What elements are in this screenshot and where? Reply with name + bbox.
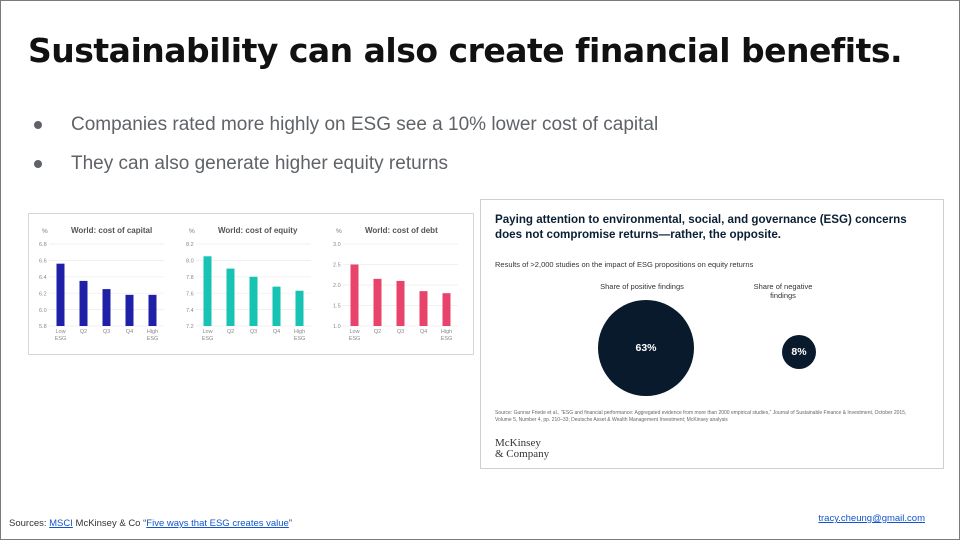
slide-title: Sustainability can also create financial… [28, 31, 903, 70]
y-tick-label: 3.0 [333, 242, 341, 248]
y-tick-label: 6.2 [39, 291, 47, 297]
bar [396, 280, 405, 326]
y-tick-label: 1.5 [333, 304, 341, 310]
x-tick-label: Q2 [227, 329, 234, 335]
y-tick-label: 7.8 [186, 275, 194, 281]
x-tick-label: Q3 [250, 329, 257, 335]
sources-footer: Sources: MSCI McKinsey & Co “Five ways t… [9, 518, 292, 529]
y-tick-label: 2.5 [333, 263, 341, 269]
positive-findings-label: Share of positive findings [600, 282, 684, 291]
x-tick-label: Q4 [420, 329, 427, 335]
x-tick-label: ESG [349, 336, 361, 342]
x-tick-label: ESG [55, 336, 67, 342]
bullet-item: Companies rated more highly on ESG see a… [31, 105, 658, 144]
x-tick-label: ESG [294, 336, 306, 342]
sources-suffix: ” [288, 518, 293, 529]
y-unit-label: % [189, 228, 195, 235]
bullet-list: Companies rated more highly on ESG see a… [31, 105, 658, 183]
y-tick-label: 6.4 [39, 275, 47, 281]
bar [373, 278, 382, 326]
bar [295, 290, 304, 326]
x-tick-label: Q4 [126, 329, 133, 335]
bullet-text: They can also generate higher equity ret… [71, 152, 449, 174]
bar [203, 256, 212, 326]
y-tick-label: 6.8 [39, 242, 47, 248]
x-tick-label: Q3 [397, 329, 404, 335]
bar [272, 286, 281, 326]
y-tick-label: 5.8 [39, 324, 47, 330]
x-tick-label: Q2 [80, 329, 87, 335]
y-tick-label: 8.2 [186, 242, 194, 248]
y-tick-label: 8.0 [186, 259, 194, 265]
chart-title: World: cost of equity [218, 226, 298, 235]
negative-findings-label: Share of negative findings [753, 282, 813, 300]
exhibit-headline: Paying attention to environmental, socia… [495, 213, 907, 241]
x-tick-label: Q3 [103, 329, 110, 335]
mckinsey-logo-line1: McKinsey [495, 437, 541, 449]
y-unit-label: % [42, 228, 48, 235]
y-tick-label: 6.0 [39, 308, 47, 314]
bar [125, 294, 134, 326]
bullet-dot-icon [34, 159, 42, 168]
x-tick-label: Low [202, 329, 212, 335]
y-tick-label: 1.0 [333, 324, 341, 330]
bar [148, 294, 157, 326]
sources-prefix: Sources: [9, 518, 50, 529]
x-tick-label: Q4 [273, 329, 280, 335]
sources-middle-text: McKinsey & Co “ [72, 518, 147, 529]
bullet-text: Companies rated more highly on ESG see a… [71, 113, 659, 135]
x-tick-label: ESG [441, 336, 453, 342]
x-tick-label: Q2 [374, 329, 381, 335]
y-tick-label: 2.0 [333, 283, 341, 289]
esg-article-link[interactable]: Five ways that ESG creates value [146, 518, 289, 529]
bar [56, 263, 65, 326]
bar [226, 268, 235, 326]
bar [249, 276, 258, 326]
x-tick-label: Low [55, 329, 65, 335]
msci-charts-svg: % World: cost of capital 5.8 6.0 6.2 6.4 6.6 6.… [39, 226, 458, 342]
x-tick-label: ESG [202, 336, 214, 342]
x-tick-label: Low [349, 329, 359, 335]
bullet-dot-icon [34, 120, 42, 129]
y-tick-label: 7.4 [186, 308, 194, 314]
x-tick-label: High [294, 329, 305, 335]
email-link[interactable]: tracy.cheung@gmail.com [818, 513, 925, 524]
bar [442, 293, 451, 326]
chart-title: World: cost of debt [365, 226, 438, 235]
negative-findings-value: 8% [791, 346, 807, 358]
msci-charts-image: % World: cost of capital 5.8 6.0 6.2 6.4 6.6 6.… [28, 213, 474, 355]
positive-findings-circle: 63% [598, 300, 694, 396]
positive-findings-value: 63% [635, 342, 657, 354]
y-tick-label: 7.2 [186, 324, 194, 330]
msci-link[interactable]: MSCI [49, 518, 73, 529]
mckinsey-logo-line2: & Company [495, 448, 550, 460]
x-tick-label: ESG [147, 336, 159, 342]
y-tick-label: 7.6 [186, 291, 194, 297]
mckinsey-logo: McKinsey & Company [495, 438, 549, 460]
bullet-item: They can also generate higher equity ret… [31, 144, 658, 183]
bar [350, 264, 359, 326]
y-tick-label: 6.6 [39, 259, 47, 265]
bar [102, 289, 111, 326]
mckinsey-exhibit: Paying attention to environmental, socia… [480, 199, 944, 469]
negative-findings-circle: 8% [782, 335, 816, 369]
chart-title: World: cost of capital [71, 226, 152, 235]
bar [79, 280, 88, 326]
x-tick-label: High [147, 329, 158, 335]
y-unit-label: % [336, 228, 342, 235]
exhibit-source-note: Source: Gunnar Friede et al., “ESG and f… [495, 410, 907, 423]
bar [419, 291, 428, 326]
exhibit-subtitle: Results of >2,000 studies on the impact … [495, 260, 754, 269]
x-tick-label: High [441, 329, 452, 335]
